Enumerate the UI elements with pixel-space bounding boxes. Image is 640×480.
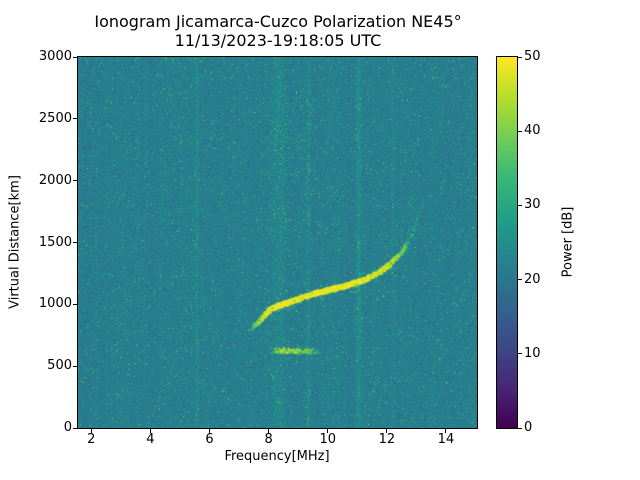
colorbar <box>496 56 518 429</box>
x-tick-mark <box>386 429 388 433</box>
y-tick-mark <box>73 180 77 182</box>
colorbar-tick-mark <box>518 427 522 429</box>
x-tick-mark <box>209 429 211 433</box>
chart-subtitle: 11/13/2023-19:18:05 UTC <box>174 31 382 50</box>
x-tick-label: 12 <box>378 432 396 447</box>
colorbar-tick-mark <box>518 204 522 206</box>
x-tick-label: 4 <box>146 432 155 447</box>
x-tick-label: 8 <box>264 432 273 447</box>
y-tick-label: 2000 <box>38 172 72 188</box>
y-tick-mark <box>73 365 77 367</box>
colorbar-tick-mark <box>518 279 522 281</box>
y-tick-label: 1000 <box>38 296 72 312</box>
colorbar-tick-label: 20 <box>524 271 541 287</box>
chart-title: Ionogram Jicamarca-Cuzco Polarization NE… <box>94 12 462 31</box>
x-tick-mark <box>149 429 151 433</box>
colorbar-tick-label: 0 <box>524 420 533 435</box>
heatmap-canvas <box>78 57 477 428</box>
x-tick-label: 10 <box>319 432 336 447</box>
y-tick-label: 2500 <box>38 110 72 126</box>
colorbar-tick-label: 10 <box>524 345 541 361</box>
colorbar-tick-mark <box>518 353 522 355</box>
y-tick-mark <box>73 118 77 120</box>
colorbar-tick-label: 30 <box>524 197 541 213</box>
x-tick-mark <box>90 429 92 433</box>
x-axis-label: Frequency[MHz] <box>224 449 330 464</box>
colorbar-tick-mark <box>518 56 522 58</box>
y-axis-label: Virtual Distance[km] <box>7 175 23 309</box>
y-tick-label: 1500 <box>38 234 72 250</box>
x-tick-mark <box>445 429 447 433</box>
colorbar-tick-label: 50 <box>524 49 541 64</box>
y-tick-mark <box>73 242 77 243</box>
x-tick-label: 6 <box>205 432 214 447</box>
y-tick-label: 0 <box>63 420 72 435</box>
y-tick-mark <box>73 56 77 58</box>
y-tick-label: 500 <box>47 358 72 374</box>
colorbar-tick-label: 40 <box>524 123 541 139</box>
plot-area <box>77 56 478 429</box>
x-tick-mark <box>268 429 270 433</box>
y-tick-label: 3000 <box>38 49 72 64</box>
y-tick-mark <box>73 303 77 305</box>
x-tick-label: 2 <box>87 432 96 447</box>
colorbar-tick-mark <box>518 130 522 132</box>
colorbar-label: Power [dB] <box>560 206 576 278</box>
colorbar-canvas <box>497 57 517 428</box>
x-tick-label: 14 <box>437 432 455 447</box>
x-tick-mark <box>327 429 329 433</box>
y-tick-mark <box>73 427 77 429</box>
